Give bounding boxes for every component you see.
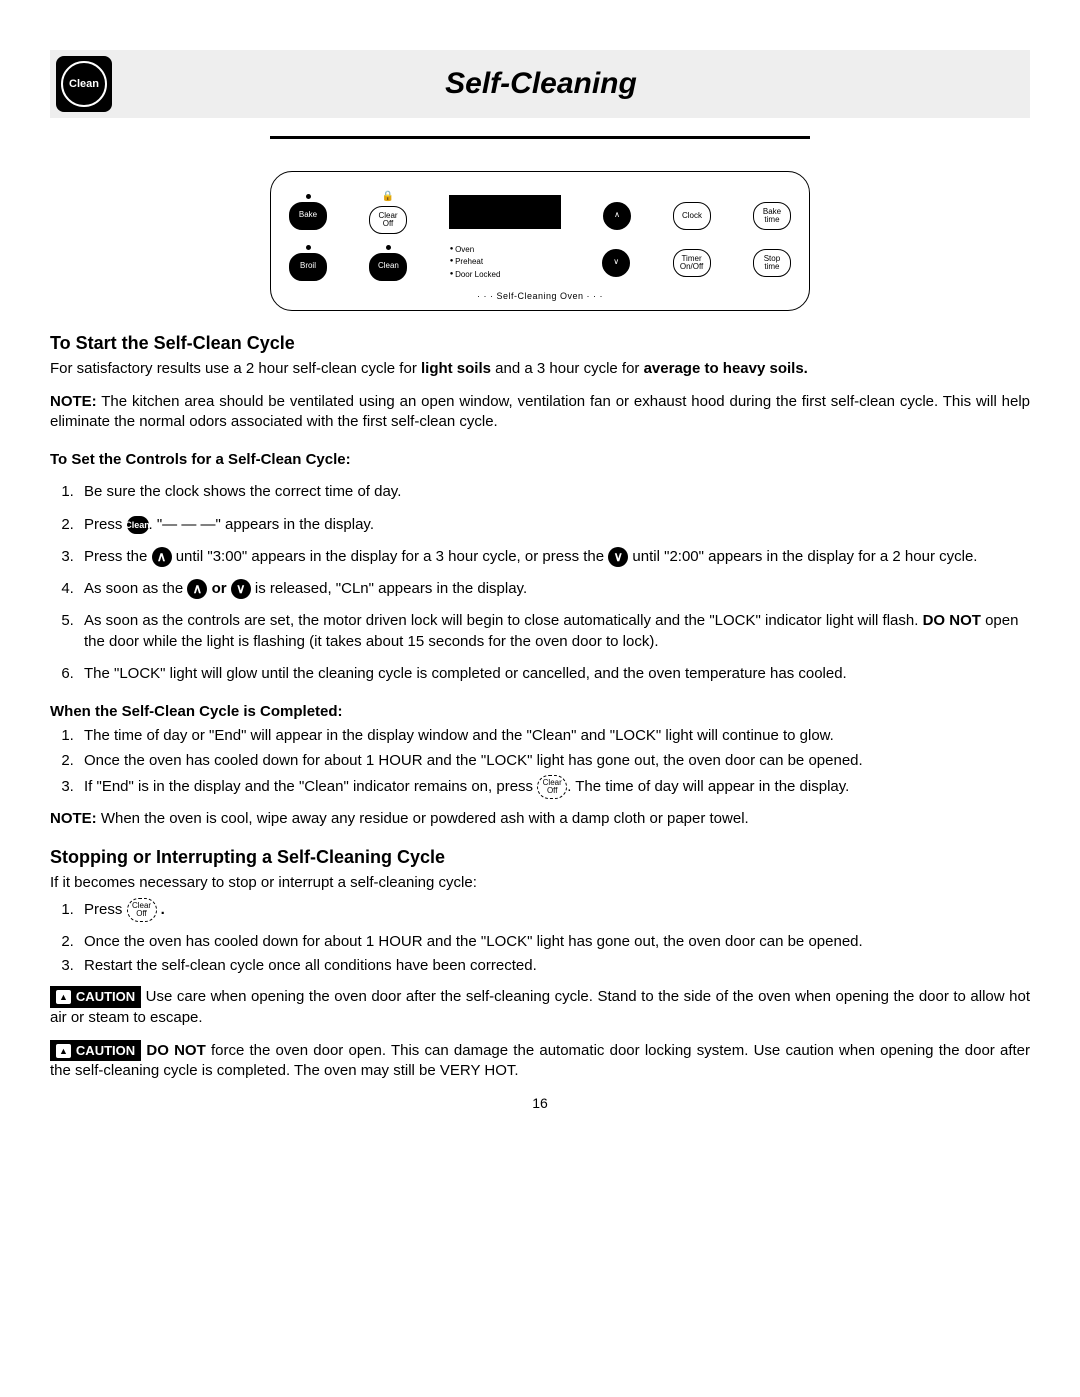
clean-badge-label: Clean [61, 61, 107, 107]
label: Off [547, 787, 558, 795]
note-label: NOTE: [50, 393, 97, 410]
text-bold: DO NOT [923, 612, 981, 629]
panel-bake-button: Bake [289, 202, 327, 230]
text: Press [84, 901, 127, 918]
list-item: Restart the self-clean cycle once all co… [78, 956, 1030, 976]
text-bold: light soils [421, 360, 491, 377]
instruction-list: Be sure the clock shows the correct time… [50, 482, 1030, 684]
text: until "2:00" appears in the display for … [628, 548, 977, 565]
clear-off-icon: ClearOff [537, 775, 567, 799]
list-item: As soon as the controls are set, the mot… [78, 611, 1030, 652]
text: . The time of day will appear in the dis… [567, 778, 849, 795]
label: time [764, 262, 779, 271]
panel-clock-button: Clock [673, 202, 711, 230]
text: . "— — —" appears in the display. [149, 516, 374, 533]
header-bar: Clean Self-Cleaning [50, 50, 1030, 118]
status-oven: Oven [450, 244, 560, 257]
panel-display [449, 195, 561, 229]
paragraph: If it becomes necessary to stop or inter… [50, 873, 1030, 893]
text: For satisfactory results use a 2 hour se… [50, 360, 421, 377]
list-item: The "LOCK" light will glow until the cle… [78, 664, 1030, 684]
paragraph: For satisfactory results use a 2 hour se… [50, 359, 1030, 379]
text: As soon as the controls are set, the mot… [84, 612, 923, 629]
list-item: The time of day or "End" will appear in … [78, 726, 1030, 746]
label: time [764, 215, 779, 224]
text: As soon as the [84, 580, 187, 597]
down-arrow-icon: ∨ [608, 547, 628, 567]
text-bold: or [207, 580, 230, 597]
list-item: Once the oven has cooled down for about … [78, 751, 1030, 771]
caution-badge: CAUTION [50, 986, 141, 1008]
note-label: NOTE: [50, 810, 97, 827]
page-title: Self-Cleaning [122, 64, 960, 105]
text: and a 3 hour cycle for [491, 360, 644, 377]
control-panel-figure: Bake 🔒 ClearOff ∧ Clock Baketime Broil Cl… [270, 136, 810, 311]
text: . [157, 901, 165, 918]
subheading-completed: When the Self-Clean Cycle is Completed: [50, 702, 1030, 722]
subheading-set-controls: To Set the Controls for a Self-Clean Cyc… [50, 450, 1030, 470]
clear-off-icon: ClearOff [127, 898, 157, 922]
label: Off [136, 910, 147, 918]
list-item: If "End" is in the display and the "Clea… [78, 775, 1030, 799]
completed-list: The time of day or "End" will appear in … [50, 726, 1030, 799]
up-arrow-icon: ∧ [152, 547, 172, 567]
text: When the oven is cool, wipe away any res… [97, 810, 749, 827]
panel-footer-label: · · · Self-Cleaning Oven · · · [289, 290, 791, 302]
panel-clear-off-button: ClearOff [369, 206, 407, 234]
note-paragraph: NOTE: When the oven is cool, wipe away a… [50, 809, 1030, 829]
list-item: Once the oven has cooled down for about … [78, 932, 1030, 952]
label: Off [383, 219, 394, 228]
list-item: Be sure the clock shows the correct time… [78, 482, 1030, 502]
caution-badge: CAUTION [50, 1040, 141, 1062]
list-item: Press ClearOff . [78, 898, 1030, 922]
caution-paragraph: CAUTION DO NOT force the oven door open.… [50, 1040, 1030, 1082]
up-arrow-icon: ∧ [187, 579, 207, 599]
down-arrow-icon: ∨ [231, 579, 251, 599]
lock-icon: 🔒 [382, 190, 394, 204]
page-number: 16 [50, 1094, 1030, 1113]
text: is released, "CLn" appears in the displa… [251, 580, 527, 597]
panel-stop-time-button: Stoptime [753, 249, 791, 277]
text: The kitchen area should be ventilated us… [50, 393, 1030, 430]
section-start-heading: To Start the Self-Clean Cycle [50, 331, 1030, 355]
panel-status-list: Oven Preheat Door Locked [450, 244, 560, 282]
list-item: Press the ∧ until "3:00" appears in the … [78, 547, 1030, 567]
caution-paragraph: CAUTION Use care when opening the oven d… [50, 986, 1030, 1028]
clean-icon: Clean [127, 516, 149, 534]
panel-broil-button: Broil [289, 253, 327, 281]
text: Press [84, 516, 127, 533]
panel-clean-button: Clean [369, 253, 407, 281]
panel-down-button: ∨ [602, 249, 630, 277]
text: Press the [84, 548, 152, 565]
list-item: Press Clean. "— — —" appears in the disp… [78, 515, 1030, 535]
status-door-locked: Door Locked [450, 269, 560, 282]
note-paragraph: NOTE: The kitchen area should be ventila… [50, 392, 1030, 433]
section-stopping-heading: Stopping or Interrupting a Self-Cleaning… [50, 845, 1030, 869]
label: On/Off [680, 262, 703, 271]
text: Use care when opening the oven door afte… [50, 988, 1030, 1026]
text-bold: average to heavy soils. [644, 360, 808, 377]
text-bold: DO NOT [146, 1042, 205, 1059]
text: If "End" is in the display and the "Clea… [84, 778, 537, 795]
clean-badge: Clean [56, 56, 112, 112]
panel-timer-button: TimerOn/Off [673, 249, 711, 277]
text: until "3:00" appears in the display for … [172, 548, 609, 565]
list-item: As soon as the ∧ or ∨ is released, "CLn"… [78, 579, 1030, 599]
status-preheat: Preheat [450, 256, 560, 269]
panel-bake-time-button: Baketime [753, 202, 791, 230]
stopping-list: Press ClearOff . Once the oven has coole… [50, 898, 1030, 977]
panel-up-button: ∧ [603, 202, 631, 230]
